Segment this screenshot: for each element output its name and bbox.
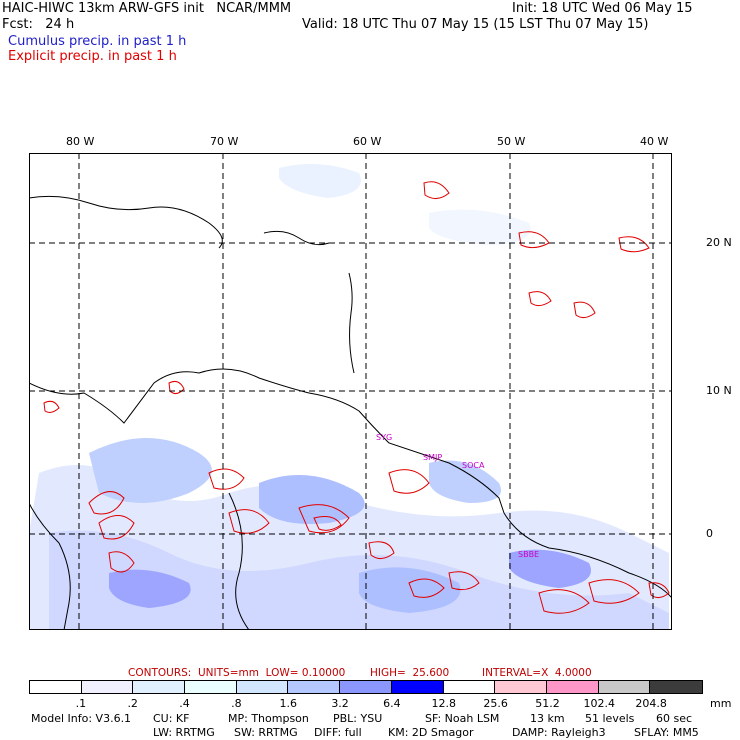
lon-label-70w: 70 W (210, 135, 238, 148)
lon-label-50w: 50 W (497, 135, 525, 148)
contour-units: CONTOURS: UNITS=mm LOW= 0.10000 (128, 667, 345, 679)
scale-tick-label: .2 (127, 697, 138, 710)
cumulus-legend: Cumulus precip. in past 1 h (8, 34, 186, 49)
station-syg: SYG (376, 433, 392, 442)
map-canvas (29, 153, 672, 630)
shortwave-scheme: SW: RRTMG (234, 726, 298, 739)
grid-resolution: 13 km (530, 712, 565, 725)
scale-segment (392, 681, 444, 693)
model-version: Model Info: V3.6.1 (31, 712, 131, 725)
scale-tick-label: 1.6 (279, 697, 297, 710)
scale-segment (547, 681, 599, 693)
diffusion-option: DIFF: full (314, 726, 362, 739)
lon-label-80w: 80 W (66, 135, 94, 148)
vertical-levels: 51 levels (585, 712, 634, 725)
lon-label-60w: 60 W (353, 135, 381, 148)
scale-segment (288, 681, 340, 693)
station-smjp: SMJP (423, 453, 442, 462)
scale-segment (495, 681, 547, 693)
scale-segment (650, 681, 702, 693)
cumulus-scheme: CU: KF (153, 712, 189, 725)
pbl-scheme: PBL: YSU (333, 712, 382, 725)
scale-tick-label: .8 (231, 697, 242, 710)
scale-tick-label: 51.2 (535, 697, 560, 710)
lat-label-equator: 0 (706, 527, 713, 540)
lon-label-40w: 40 W (640, 135, 668, 148)
scale-tick-label: 102.4 (584, 697, 616, 710)
cumulus-precip-field (29, 164, 669, 630)
scale-segment (185, 681, 237, 693)
scale-segment (30, 681, 82, 693)
forecast-hour: Fcst: 24 h (2, 17, 74, 32)
scale-tick-label: 204.8 (635, 697, 667, 710)
scale-tick-label: 3.2 (331, 697, 349, 710)
lat-label-20n: 20 N (706, 236, 732, 249)
microphysics-scheme: MP: Thompson (228, 712, 309, 725)
init-time: Init: 18 UTC Wed 06 May 15 (512, 1, 693, 16)
scale-segment (444, 681, 496, 693)
km-option: KM: 2D Smagor (388, 726, 474, 739)
scale-segment (599, 681, 651, 693)
scale-segment (237, 681, 289, 693)
scale-segment (340, 681, 392, 693)
scale-tick-label: 12.8 (432, 697, 457, 710)
station-soca: SOCA (462, 461, 484, 470)
precip-color-scale (29, 680, 703, 694)
contour-high: HIGH= 25.600 (370, 667, 449, 679)
scale-tick-label: 25.6 (483, 697, 508, 710)
precip-map: SYG SMJP SOCA SBBE (29, 153, 672, 630)
scale-segment (133, 681, 185, 693)
contour-interval: INTERVAL=X 4.0000 (482, 667, 592, 679)
surface-scheme: SF: Noah LSM (425, 712, 499, 725)
lat-label-10n: 10 N (706, 384, 732, 397)
valid-time: Valid: 18 UTC Thu 07 May 15 (15 LST Thu … (302, 17, 649, 32)
scale-segment (82, 681, 134, 693)
explicit-legend: Explicit precip. in past 1 h (8, 49, 177, 64)
longwave-scheme: LW: RRTMG (153, 726, 215, 739)
time-step: 60 sec (656, 712, 692, 725)
scale-unit: mm (710, 697, 731, 710)
station-sbbe: SBBE (518, 550, 539, 559)
scale-tick-label: .4 (179, 697, 190, 710)
map-title: HAIC-HIWC 13km ARW-GFS init NCAR/MMM (2, 1, 291, 16)
scale-tick-label: .1 (76, 697, 87, 710)
surface-layer-option: SFLAY: MM5 (634, 726, 699, 739)
damping-option: DAMP: Rayleigh3 (512, 726, 606, 739)
scale-tick-label: 6.4 (383, 697, 401, 710)
